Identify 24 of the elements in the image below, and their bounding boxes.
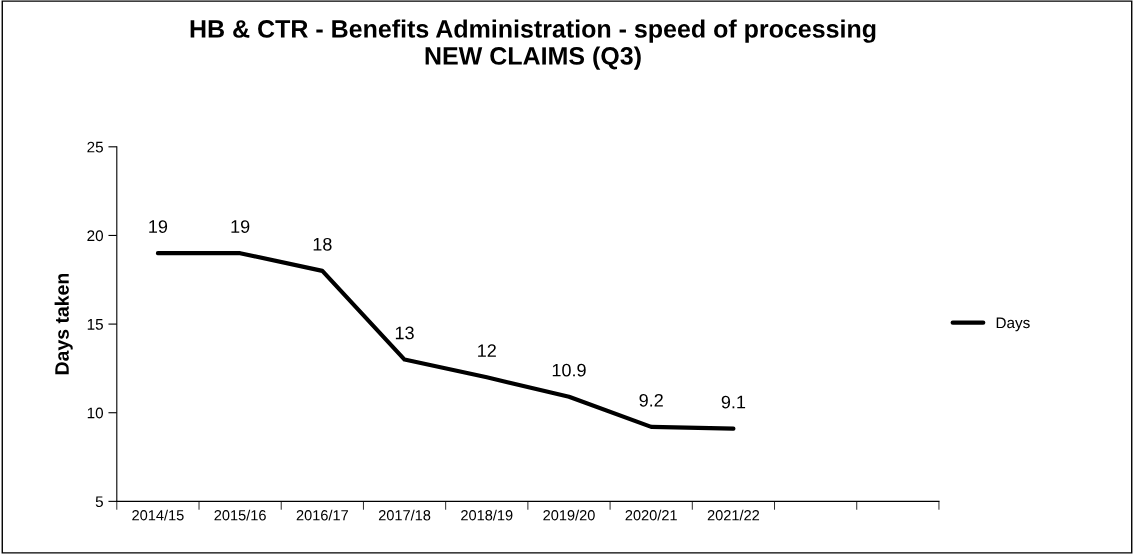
data-label: 13	[395, 326, 414, 340]
data-label: 9.1	[721, 395, 746, 409]
x-tick-label: 2016/17	[296, 509, 348, 521]
y-axis-title: Days taken	[54, 273, 73, 375]
y-tick-label: 15	[87, 319, 103, 330]
y-tick-label: 5	[95, 496, 103, 508]
x-tick-label: 2014/15	[132, 509, 184, 521]
data-label: 9.2	[639, 393, 663, 407]
x-tick-label: 2015/16	[214, 509, 266, 521]
x-tick-label: 2020/21	[625, 509, 677, 521]
data-label: 19	[149, 220, 168, 233]
x-tick-label: 2018/19	[461, 509, 513, 521]
x-tick-label: 2019/20	[543, 509, 595, 521]
x-tick-label: 2017/18	[378, 509, 431, 521]
x-tick-label: 2021/22	[707, 509, 760, 521]
y-tick-label: 20	[87, 230, 104, 242]
data-label: 12	[478, 344, 496, 357]
data-label: 10.9	[552, 363, 586, 377]
data-label: 18	[313, 237, 332, 251]
data-label: 19	[231, 220, 250, 233]
y-tick-label: 10	[87, 407, 104, 419]
chart-title: HB & CTR - Benefits Administration - speed of processing NEW CLAIMS (Q3)	[190, 19, 876, 70]
y-tick-label: 25	[87, 141, 103, 153]
legend-label: Days	[996, 317, 1030, 332]
